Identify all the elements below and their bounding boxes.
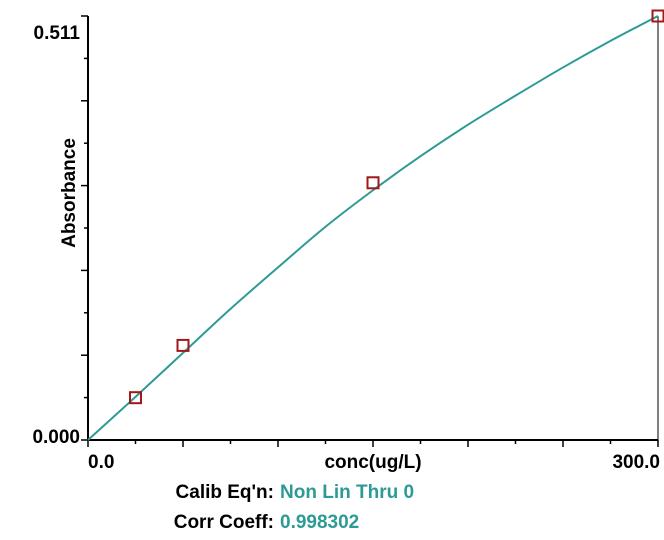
axes [87,16,659,441]
data-points [129,9,664,405]
ticks [81,15,659,447]
data-point-marker [366,176,380,190]
calib-eqn-label: Calib Eq'n: [176,482,274,503]
data-point-marker [129,391,142,405]
corr-coeff-value: 0.998302 [280,512,359,533]
y-tick-label-max: 0.511 [34,23,81,44]
y-axis-label: Absorbance [59,138,80,248]
x-axis-label: conc(ug/L) [324,452,421,473]
x-tick-label-max: 300.0 [612,452,660,473]
x-tick-label-min: 0.0 [88,452,114,473]
y-tick-label-min: 0.000 [32,427,80,448]
fit-curve [87,15,659,441]
data-point-marker [176,338,190,352]
calib-eqn-value: Non Lin Thru 0 [280,482,414,503]
fit-curve-layer [87,15,659,441]
corr-coeff-label: Corr Coeff: [174,512,274,533]
